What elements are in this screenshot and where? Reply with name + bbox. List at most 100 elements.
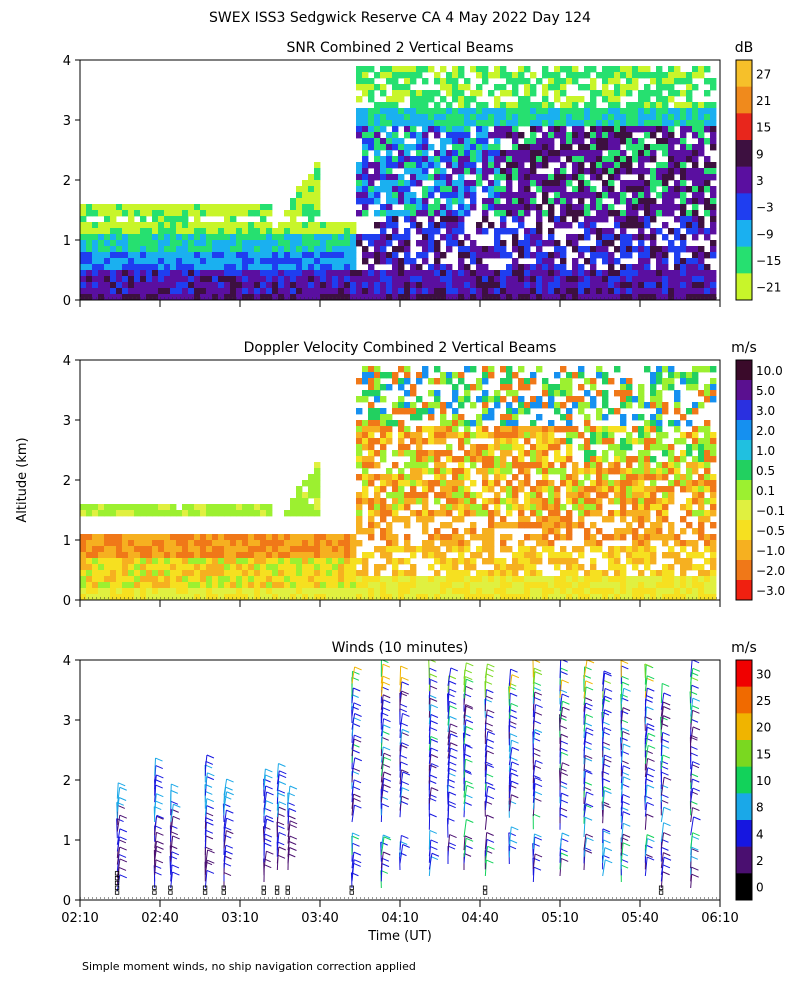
heatmap-cell [482, 408, 489, 415]
heatmap-cell [578, 198, 585, 205]
heatmap-cell [560, 198, 567, 205]
heatmap-cell [152, 228, 159, 235]
heatmap-cell [578, 588, 585, 595]
heatmap-cell [482, 510, 489, 517]
heatmap-cell [494, 204, 501, 211]
heatmap-cell [554, 240, 561, 247]
heatmap-cell [104, 216, 111, 223]
heatmap-cell [656, 402, 663, 409]
heatmap-cell [320, 540, 327, 547]
heatmap-cell [128, 564, 135, 571]
heatmap-cell [374, 102, 381, 109]
heatmap-cell [410, 486, 417, 493]
heatmap-cell [542, 192, 549, 199]
heatmap-cell [176, 288, 183, 295]
heatmap-cell [584, 390, 591, 397]
heatmap-cell [314, 474, 321, 481]
heatmap-cell [524, 558, 531, 565]
heatmap-cell [104, 570, 111, 577]
heatmap-cell [110, 210, 117, 217]
heatmap-cell [632, 72, 639, 79]
heatmap-cell [470, 198, 477, 205]
heatmap-cell [482, 570, 489, 577]
heatmap-cell [296, 186, 303, 193]
heatmap-cell [686, 198, 693, 205]
heatmap-cell [410, 480, 417, 487]
heatmap-cell [572, 582, 579, 589]
heatmap-cell [626, 108, 633, 115]
heatmap-cell [536, 156, 543, 163]
heatmap-cell [542, 390, 549, 397]
heatmap-cell [644, 582, 651, 589]
heatmap-cell [152, 546, 159, 553]
heatmap-cell [476, 258, 483, 265]
heatmap-cell [110, 582, 117, 589]
heatmap-cell [482, 468, 489, 475]
heatmap-cell [302, 234, 309, 241]
heatmap-cell [476, 72, 483, 79]
heatmap-cell [692, 444, 699, 451]
heatmap-cell [362, 594, 369, 600]
heatmap-cell [440, 294, 447, 300]
heatmap-cell [524, 426, 531, 433]
heatmap-cell [380, 270, 387, 277]
heatmap-cell [662, 534, 669, 541]
heatmap-cell [374, 426, 381, 433]
heatmap-cell [218, 228, 225, 235]
y-tick-label: 4 [63, 54, 71, 69]
heatmap-cell [356, 210, 363, 217]
heatmap-cell [398, 156, 405, 163]
heatmap-cell [638, 570, 645, 577]
heatmap-cell [398, 480, 405, 487]
heatmap-cell [500, 534, 507, 541]
heatmap-cell [536, 288, 543, 295]
heatmap-cell [632, 84, 639, 91]
heatmap-cell [572, 546, 579, 553]
heatmap-cell [488, 270, 495, 277]
heatmap-cell [170, 234, 177, 241]
heatmap-cell [518, 144, 525, 151]
heatmap-cell [122, 504, 129, 511]
heatmap-cell [296, 594, 303, 600]
heatmap-cell [308, 294, 315, 300]
heatmap-cell [482, 168, 489, 175]
heatmap-cell [266, 210, 273, 217]
heatmap-cell [194, 246, 201, 253]
heatmap-cell [650, 390, 657, 397]
heatmap-cell [608, 66, 615, 73]
heatmap-cell [158, 222, 165, 229]
heatmap-cell [428, 378, 435, 385]
heatmap-cell [572, 474, 579, 481]
heatmap-cell [488, 540, 495, 547]
heatmap-cell [650, 204, 657, 211]
heatmap-cell [152, 576, 159, 583]
heatmap-cell [404, 534, 411, 541]
heatmap-cell [170, 288, 177, 295]
heatmap-cell [206, 228, 213, 235]
heatmap-cell [218, 204, 225, 211]
heatmap-cell [560, 78, 567, 85]
heatmap-cell [578, 486, 585, 493]
heatmap-cell [380, 180, 387, 187]
heatmap-cell [644, 438, 651, 445]
heatmap-cell [536, 102, 543, 109]
heatmap-cell [416, 594, 423, 600]
heatmap-cell [470, 192, 477, 199]
heatmap-cell [446, 492, 453, 499]
heatmap-cell [398, 270, 405, 277]
heatmap-cell [584, 102, 591, 109]
heatmap-cell [482, 414, 489, 421]
heatmap-cell [422, 366, 429, 373]
heatmap-cell [200, 564, 207, 571]
heatmap-cell [614, 450, 621, 457]
heatmap-cell [428, 66, 435, 73]
heatmap-cell [506, 522, 513, 529]
heatmap-cell [554, 114, 561, 121]
heatmap-cell [410, 264, 417, 271]
heatmap-cell [644, 528, 651, 535]
heatmap-cell [494, 96, 501, 103]
heatmap-cell [644, 486, 651, 493]
heatmap-cell [236, 546, 243, 553]
heatmap-cell [638, 390, 645, 397]
colorbar-swatch [736, 460, 752, 481]
